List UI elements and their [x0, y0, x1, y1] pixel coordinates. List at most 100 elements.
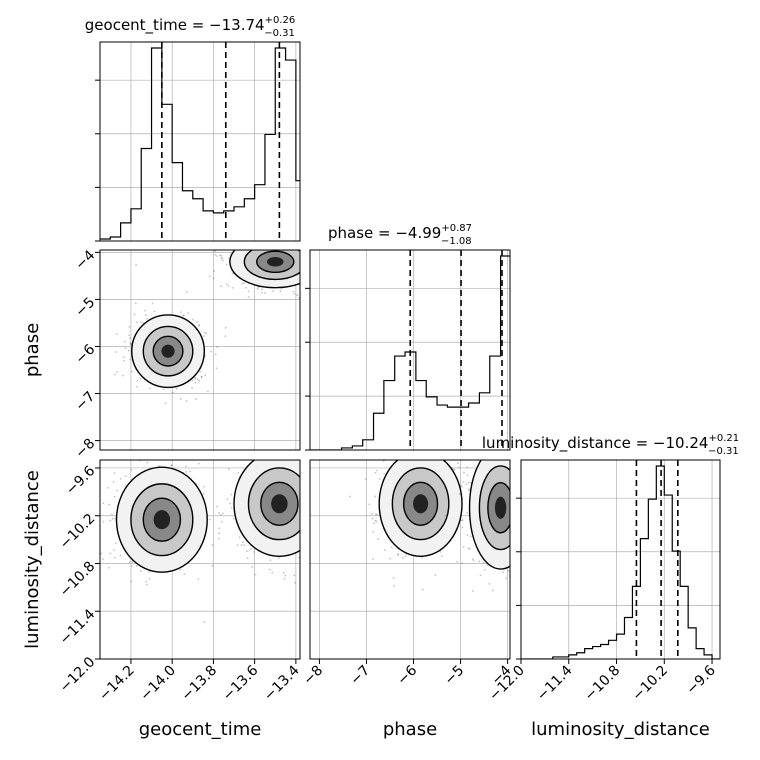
histogram-frame-luminosity_distance: [520, 459, 721, 660]
scatter-point: [541, 495, 543, 497]
scatter-point: [518, 507, 520, 509]
scatter-point: [476, 452, 478, 454]
scatter-point: [122, 356, 125, 359]
scatter-point: [267, 433, 269, 435]
scatter-point: [271, 571, 274, 574]
ytick-label-phase-4: −4: [72, 247, 98, 273]
scatter-point: [519, 491, 521, 493]
scatter-point: [211, 564, 214, 567]
scatter-point: [352, 281, 354, 283]
scatter-point: [261, 288, 263, 291]
scatter-point: [154, 457, 156, 459]
scatter-point: [510, 557, 512, 559]
scatter-point: [182, 314, 185, 317]
scatter-point: [243, 451, 245, 453]
scatter-point: [472, 454, 474, 456]
scatter-point: [392, 577, 395, 579]
scatter-point: [494, 457, 496, 459]
scatter-point: [461, 485, 463, 488]
scatter-panel-geocent_time-luminosity_distance: [100, 430, 330, 659]
scatter-point: [284, 574, 287, 577]
scatter-point: [257, 246, 259, 248]
scatter-point: [116, 489, 118, 492]
scatter-point: [130, 468, 133, 471]
scatter-point: [490, 426, 492, 428]
scatter-point: [171, 455, 173, 457]
scatter-point: [251, 566, 254, 568]
panel-title-phase: phase = −4.99+0.87 −1.08: [328, 223, 472, 247]
scatter-point: [184, 465, 187, 468]
scatter-point: [229, 230, 231, 232]
scatter-point: [515, 503, 517, 505]
scatter-point: [108, 503, 111, 506]
scatter-point: [198, 325, 200, 327]
scatter-point: [135, 564, 138, 567]
scatter-point: [145, 583, 148, 586]
scatter-point: [272, 456, 274, 458]
scatter-point: [466, 512, 469, 514]
scatter-point: [249, 548, 252, 550]
scatter-point: [319, 246, 321, 248]
scatter-point: [452, 468, 455, 471]
scatter-point: [311, 282, 313, 284]
scatter-point: [305, 260, 307, 262]
scatter-point: [514, 519, 516, 521]
scatter-point: [102, 558, 104, 561]
scatter-point: [485, 457, 487, 459]
scatter-point: [544, 461, 546, 463]
scatter-point: [305, 483, 307, 485]
scatter-point: [221, 232, 223, 234]
scatter-point: [533, 528, 535, 530]
scatter-point: [374, 513, 377, 516]
scatter-point: [328, 532, 330, 534]
scatter-point: [514, 535, 516, 537]
scatter-point: [274, 245, 276, 247]
histogram-phase: [310, 250, 510, 450]
scatter-point: [479, 457, 481, 459]
scatter-point: [280, 452, 282, 454]
scatter-point: [513, 491, 515, 493]
scatter-point: [264, 291, 266, 294]
scatter-point: [221, 233, 223, 235]
scatter-point: [122, 374, 125, 377]
scatter-point: [323, 542, 325, 544]
scatter-point: [266, 246, 268, 248]
scatter-point: [528, 496, 530, 498]
scatter-point: [463, 471, 465, 474]
scatter-point: [122, 359, 125, 362]
scatter-point: [461, 519, 464, 522]
scatter-point: [144, 309, 146, 312]
scatter-point: [308, 257, 310, 259]
scatter-point: [439, 452, 441, 454]
scatter-point: [301, 275, 303, 277]
scatter-point: [389, 557, 392, 560]
scatter-point: [472, 590, 474, 592]
scatter-point: [541, 527, 543, 529]
scatter-point: [253, 246, 255, 248]
scatter-point: [111, 513, 113, 516]
xtick-label-geocent_time-1: −14.0: [137, 663, 179, 705]
scatter-point: [234, 430, 236, 432]
scatter-point: [514, 519, 516, 521]
scatter-point: [202, 485, 205, 488]
scatter-point: [432, 451, 434, 453]
scatter-point: [445, 514, 448, 517]
scatter-panel-phase-luminosity_distance: [310, 426, 546, 659]
scatter-point: [306, 480, 308, 482]
scatter-point: [214, 250, 216, 253]
xtick-label-geocent_time-4: −13.4: [261, 662, 303, 704]
scatter-point: [518, 506, 520, 508]
scatter-point: [306, 466, 308, 468]
scatter-point: [146, 317, 149, 320]
scatter-point: [421, 556, 424, 559]
scatter-point: [443, 523, 445, 526]
scatter-point: [268, 568, 271, 571]
scatter-point: [307, 523, 309, 525]
scatter-point: [218, 527, 221, 530]
scatter-point: [311, 495, 313, 497]
panel-title-text-luminosity_distance: luminosity_distance = −10.24: [482, 434, 709, 453]
scatter-point: [293, 292, 296, 295]
scatter-point: [288, 234, 290, 236]
scatter-point: [220, 254, 223, 257]
